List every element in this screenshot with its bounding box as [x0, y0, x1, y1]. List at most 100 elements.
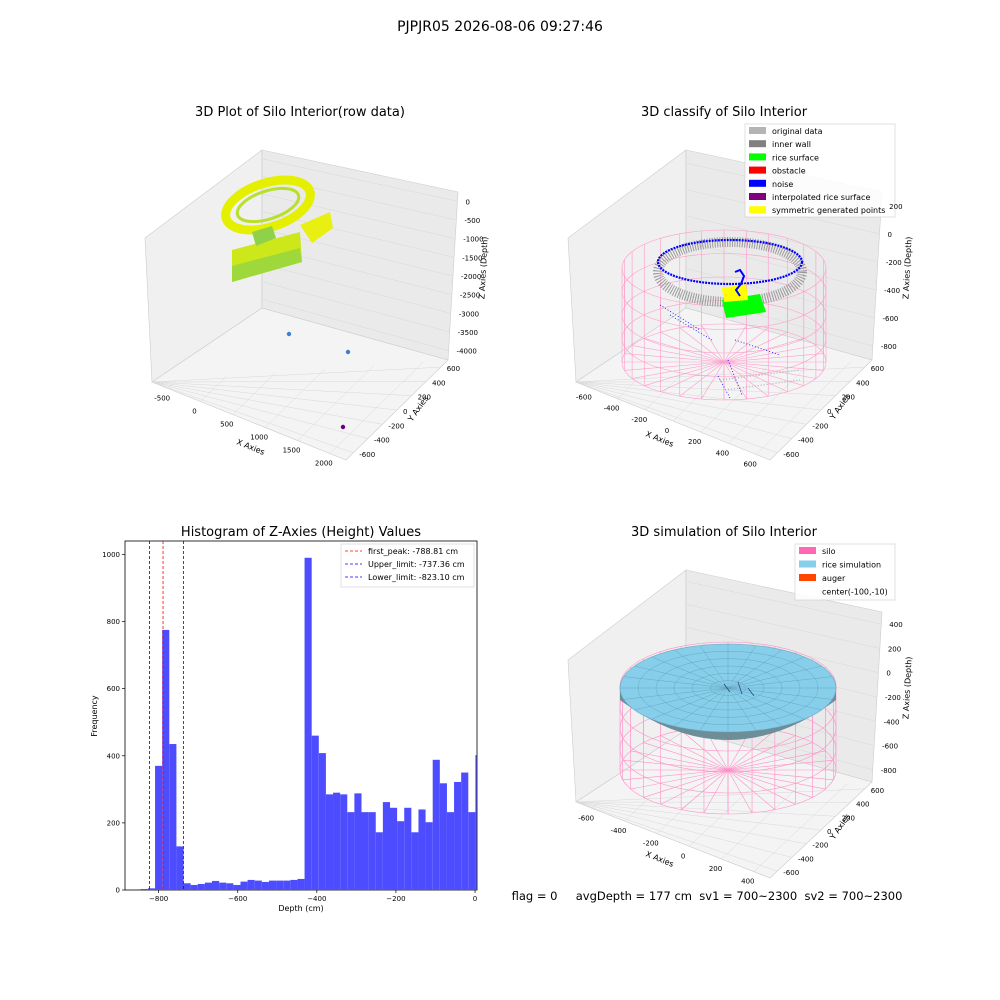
raw-outlier-point — [340, 424, 346, 430]
x-tick-label: -600 — [578, 814, 594, 822]
histogram-bar — [454, 781, 462, 890]
legend-label: obstacle — [772, 167, 806, 176]
histogram-bar — [226, 883, 234, 890]
legend-swatch — [749, 140, 766, 148]
raw-plot-title: 3D Plot of Silo Interior(row data) — [195, 105, 405, 120]
silo-spoke — [660, 769, 729, 805]
silo-spoke — [727, 750, 826, 771]
silo-spoke — [644, 338, 725, 363]
y-tick-label: -200 — [812, 842, 828, 850]
histogram-bar — [311, 735, 319, 890]
silo-spoke — [727, 769, 826, 790]
histogram-bar — [361, 812, 369, 890]
z-tick-label: -800 — [881, 343, 897, 351]
silo-spoke — [643, 742, 729, 771]
sim-pane-floor — [575, 729, 873, 879]
histogram-bar — [425, 822, 433, 890]
z-tick-label: 400 — [889, 621, 902, 629]
histogram-bar — [382, 802, 390, 890]
raw-ring-top-inner — [235, 186, 301, 224]
z-tick-label: -600 — [883, 315, 899, 323]
z-tick-label: 200 — [888, 645, 901, 653]
noise-scatter — [659, 304, 781, 399]
z-tick-label: -400 — [884, 718, 900, 726]
y-tick-label: -200 — [812, 422, 828, 430]
x-tick-label: 0 — [681, 852, 685, 860]
silo-spoke — [679, 361, 725, 397]
y-tick-label: 0 — [403, 408, 407, 416]
grid-line — [685, 604, 880, 649]
silo-spoke — [723, 338, 804, 363]
z-tick-label: -2500 — [460, 292, 480, 300]
silo-spoke — [727, 769, 776, 810]
x-tick-label: 1000 — [250, 434, 268, 442]
histogram-bar — [268, 880, 277, 890]
simulation-legend: silo rice simulation auger center(-100,-10) — [794, 543, 896, 601]
silo-spoke — [723, 361, 788, 392]
grid-line — [151, 381, 427, 383]
histogram-bar — [204, 882, 213, 890]
classify-3d-plot[interactable]: 3D classify of Silo Interior original da… — [567, 105, 914, 468]
rice-mesh-spoke — [727, 656, 805, 689]
silo-spoke — [680, 730, 729, 771]
y-tick-label: 400 — [856, 801, 869, 809]
x-tick-label: −400 — [307, 895, 326, 903]
classify-points — [653, 237, 807, 399]
z-tick-label: 200 — [889, 203, 902, 211]
histogram-bar — [290, 879, 298, 890]
histogram-bar — [133, 889, 141, 890]
silo-spoke — [727, 730, 776, 771]
auger-marks — [723, 681, 755, 697]
legend-swatch — [749, 127, 766, 134]
status-text: flag = 0 avgDepth = 177 cm sv1 = 700~230… — [512, 889, 903, 903]
y-tick-label: 600 — [871, 787, 884, 795]
z-tick-label: -200 — [885, 694, 901, 702]
silo-spoke — [727, 735, 796, 771]
histogram-bar — [261, 881, 269, 890]
raw-point-cloud — [221, 175, 333, 282]
legend-label: noise — [772, 180, 793, 189]
raw-3d-plot[interactable]: 3D Plot of Silo Interior(row data) -5000… — [144, 105, 490, 468]
histogram-bar — [397, 821, 405, 890]
y-tick-label: 600 — [447, 365, 460, 373]
rice-mesh-spoke — [727, 687, 783, 727]
rice-mesh-spoke — [727, 687, 805, 720]
y-tick-label: -200 — [388, 422, 404, 430]
y-tick-label: -400 — [798, 437, 814, 445]
grid-line — [575, 801, 778, 872]
histogram-bar — [325, 794, 334, 890]
y-tick-label: 600 — [871, 365, 884, 373]
histogram-plot[interactable]: Histogram of Z-Axies (Height) Values −80… — [90, 525, 478, 913]
rice-mesh-spoke — [727, 649, 783, 689]
y-tick-label: 0 — [827, 828, 831, 836]
silo-spoke — [727, 769, 796, 805]
x-tick-label: 2000 — [315, 460, 333, 468]
histogram-bar — [304, 557, 312, 890]
histogram-bar — [283, 880, 291, 890]
raw-wall-fragment — [300, 212, 333, 243]
silo-spoke — [643, 769, 729, 798]
z-tick-label: -4000 — [457, 348, 477, 356]
histogram-bar — [240, 881, 248, 890]
classify-plot-title: 3D classify of Silo Interior — [641, 105, 808, 120]
grid-line — [151, 381, 383, 425]
z-tick-label: 0 — [886, 670, 890, 678]
x-tick-label: -200 — [631, 416, 647, 424]
legend-swatch — [799, 560, 816, 568]
silo-spoke — [660, 361, 725, 392]
histogram-bar — [404, 807, 412, 890]
legend-swatch — [749, 193, 766, 200]
histogram-bar — [389, 807, 398, 890]
silo-spoke — [723, 361, 747, 400]
z-tick-label: -3500 — [458, 329, 478, 337]
x-tick-label: 200 — [688, 438, 701, 446]
simulation-3d-plot[interactable]: 3D simulation of Silo Interior silo rice … — [567, 525, 914, 886]
grid-line — [575, 381, 792, 439]
grid-line — [151, 381, 368, 439]
legend-label: rice surface — [772, 153, 819, 162]
legend-swatch — [749, 179, 766, 187]
histogram-bar — [155, 765, 163, 890]
x-tick-label: -200 — [643, 840, 659, 848]
